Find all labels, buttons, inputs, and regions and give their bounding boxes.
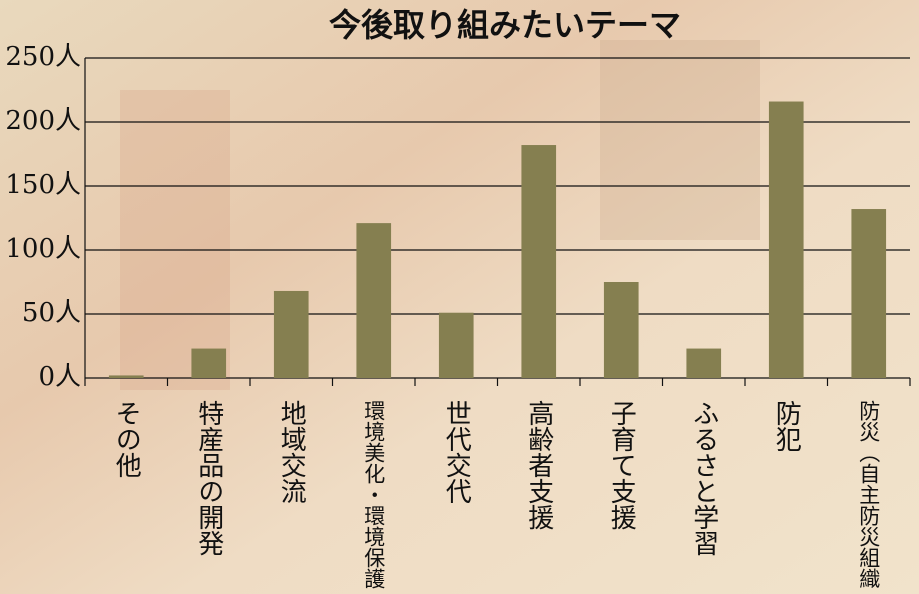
y-tick-label: 200人 — [5, 106, 81, 136]
x-tick-label: 防犯 — [771, 400, 801, 452]
y-tick-label: 100人 — [5, 234, 81, 264]
x-tick-label: 防災（自主防災組織 — [857, 400, 881, 589]
y-tick-label: 50人 — [22, 298, 81, 328]
y-tick-label: 250人 — [5, 42, 81, 72]
bar — [356, 223, 392, 378]
bar — [438, 312, 474, 378]
bar — [603, 282, 639, 378]
x-tick-label: 子育て支援 — [606, 400, 636, 530]
y-tick-label: 0人 — [38, 362, 81, 392]
bar — [768, 101, 804, 379]
chart-title: 今後取り組みたいテーマ — [329, 6, 681, 44]
x-tick-label: 地域交流 — [276, 400, 306, 504]
bar — [521, 145, 557, 378]
x-tick-label: 高齢者支援 — [524, 400, 554, 530]
x-tick-label: 環境美化・環境保護 — [362, 400, 386, 589]
x-tick-label: 世代交代 — [441, 400, 471, 504]
bar — [851, 209, 887, 378]
background-shape — [600, 40, 760, 240]
y-tick-label: 150人 — [5, 170, 81, 200]
bar — [108, 375, 144, 378]
background-shape — [120, 90, 230, 390]
bar — [191, 348, 227, 378]
x-tick-label: 特産品の開発 — [194, 400, 224, 556]
bar — [686, 348, 722, 378]
x-tick-label: その他 — [111, 400, 141, 478]
x-tick-label: ふるさと学習 — [689, 400, 719, 556]
bar — [273, 290, 309, 378]
